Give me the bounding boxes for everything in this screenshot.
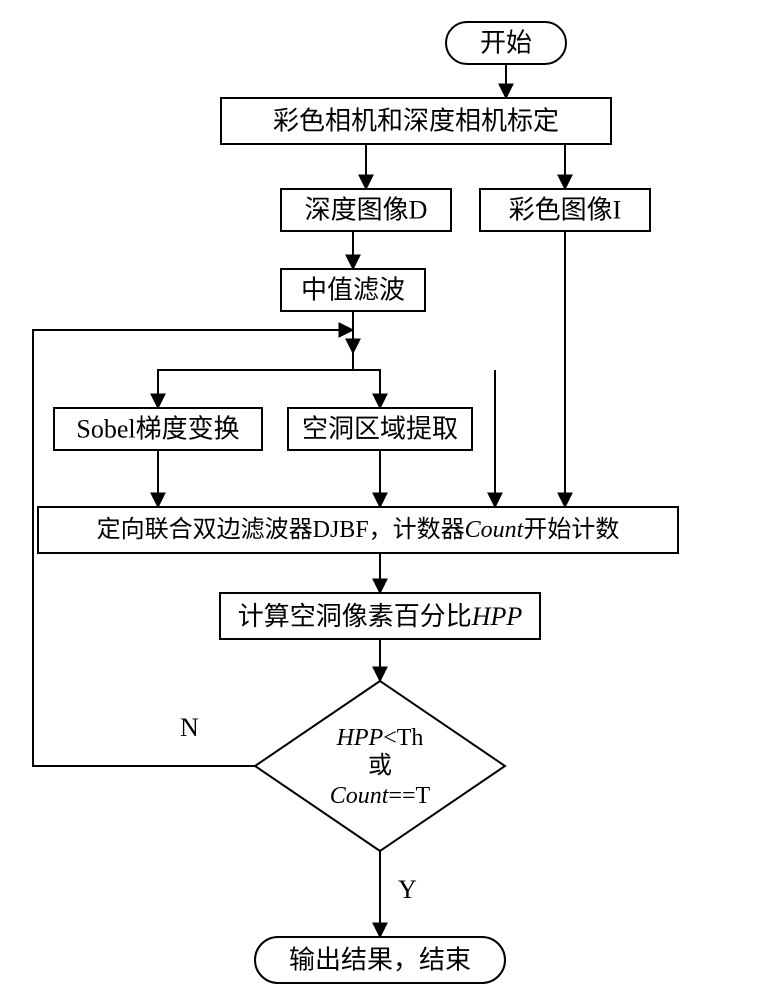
svg-text:HPP<Th: HPP<Th — [336, 725, 424, 751]
svg-text:中值滤波: 中值滤波 — [301, 276, 405, 305]
svg-text:计算空洞像素百分比HPP: 计算空洞像素百分比HPP — [238, 602, 523, 631]
svg-text:彩色相机和深度相机标定: 彩色相机和深度相机标定 — [273, 107, 559, 136]
svg-text:Y: Y — [398, 875, 417, 904]
svg-text:开始: 开始 — [480, 29, 532, 58]
svg-text:深度图像D: 深度图像D — [305, 196, 428, 225]
svg-text:输出结果，结束: 输出结果，结束 — [289, 946, 471, 975]
svg-text:彩色图像I: 彩色图像I — [509, 196, 622, 225]
svg-text:Count==T: Count==T — [330, 783, 431, 809]
svg-text:定向联合双边滤波器DJBF，计数器Count开始计数: 定向联合双边滤波器DJBF，计数器Count开始计数 — [97, 516, 620, 543]
svg-text:空洞区域提取: 空洞区域提取 — [302, 415, 458, 444]
svg-text:N: N — [180, 713, 199, 742]
svg-text:或: 或 — [368, 752, 392, 779]
svg-text:Sobel梯度变换: Sobel梯度变换 — [76, 415, 239, 444]
